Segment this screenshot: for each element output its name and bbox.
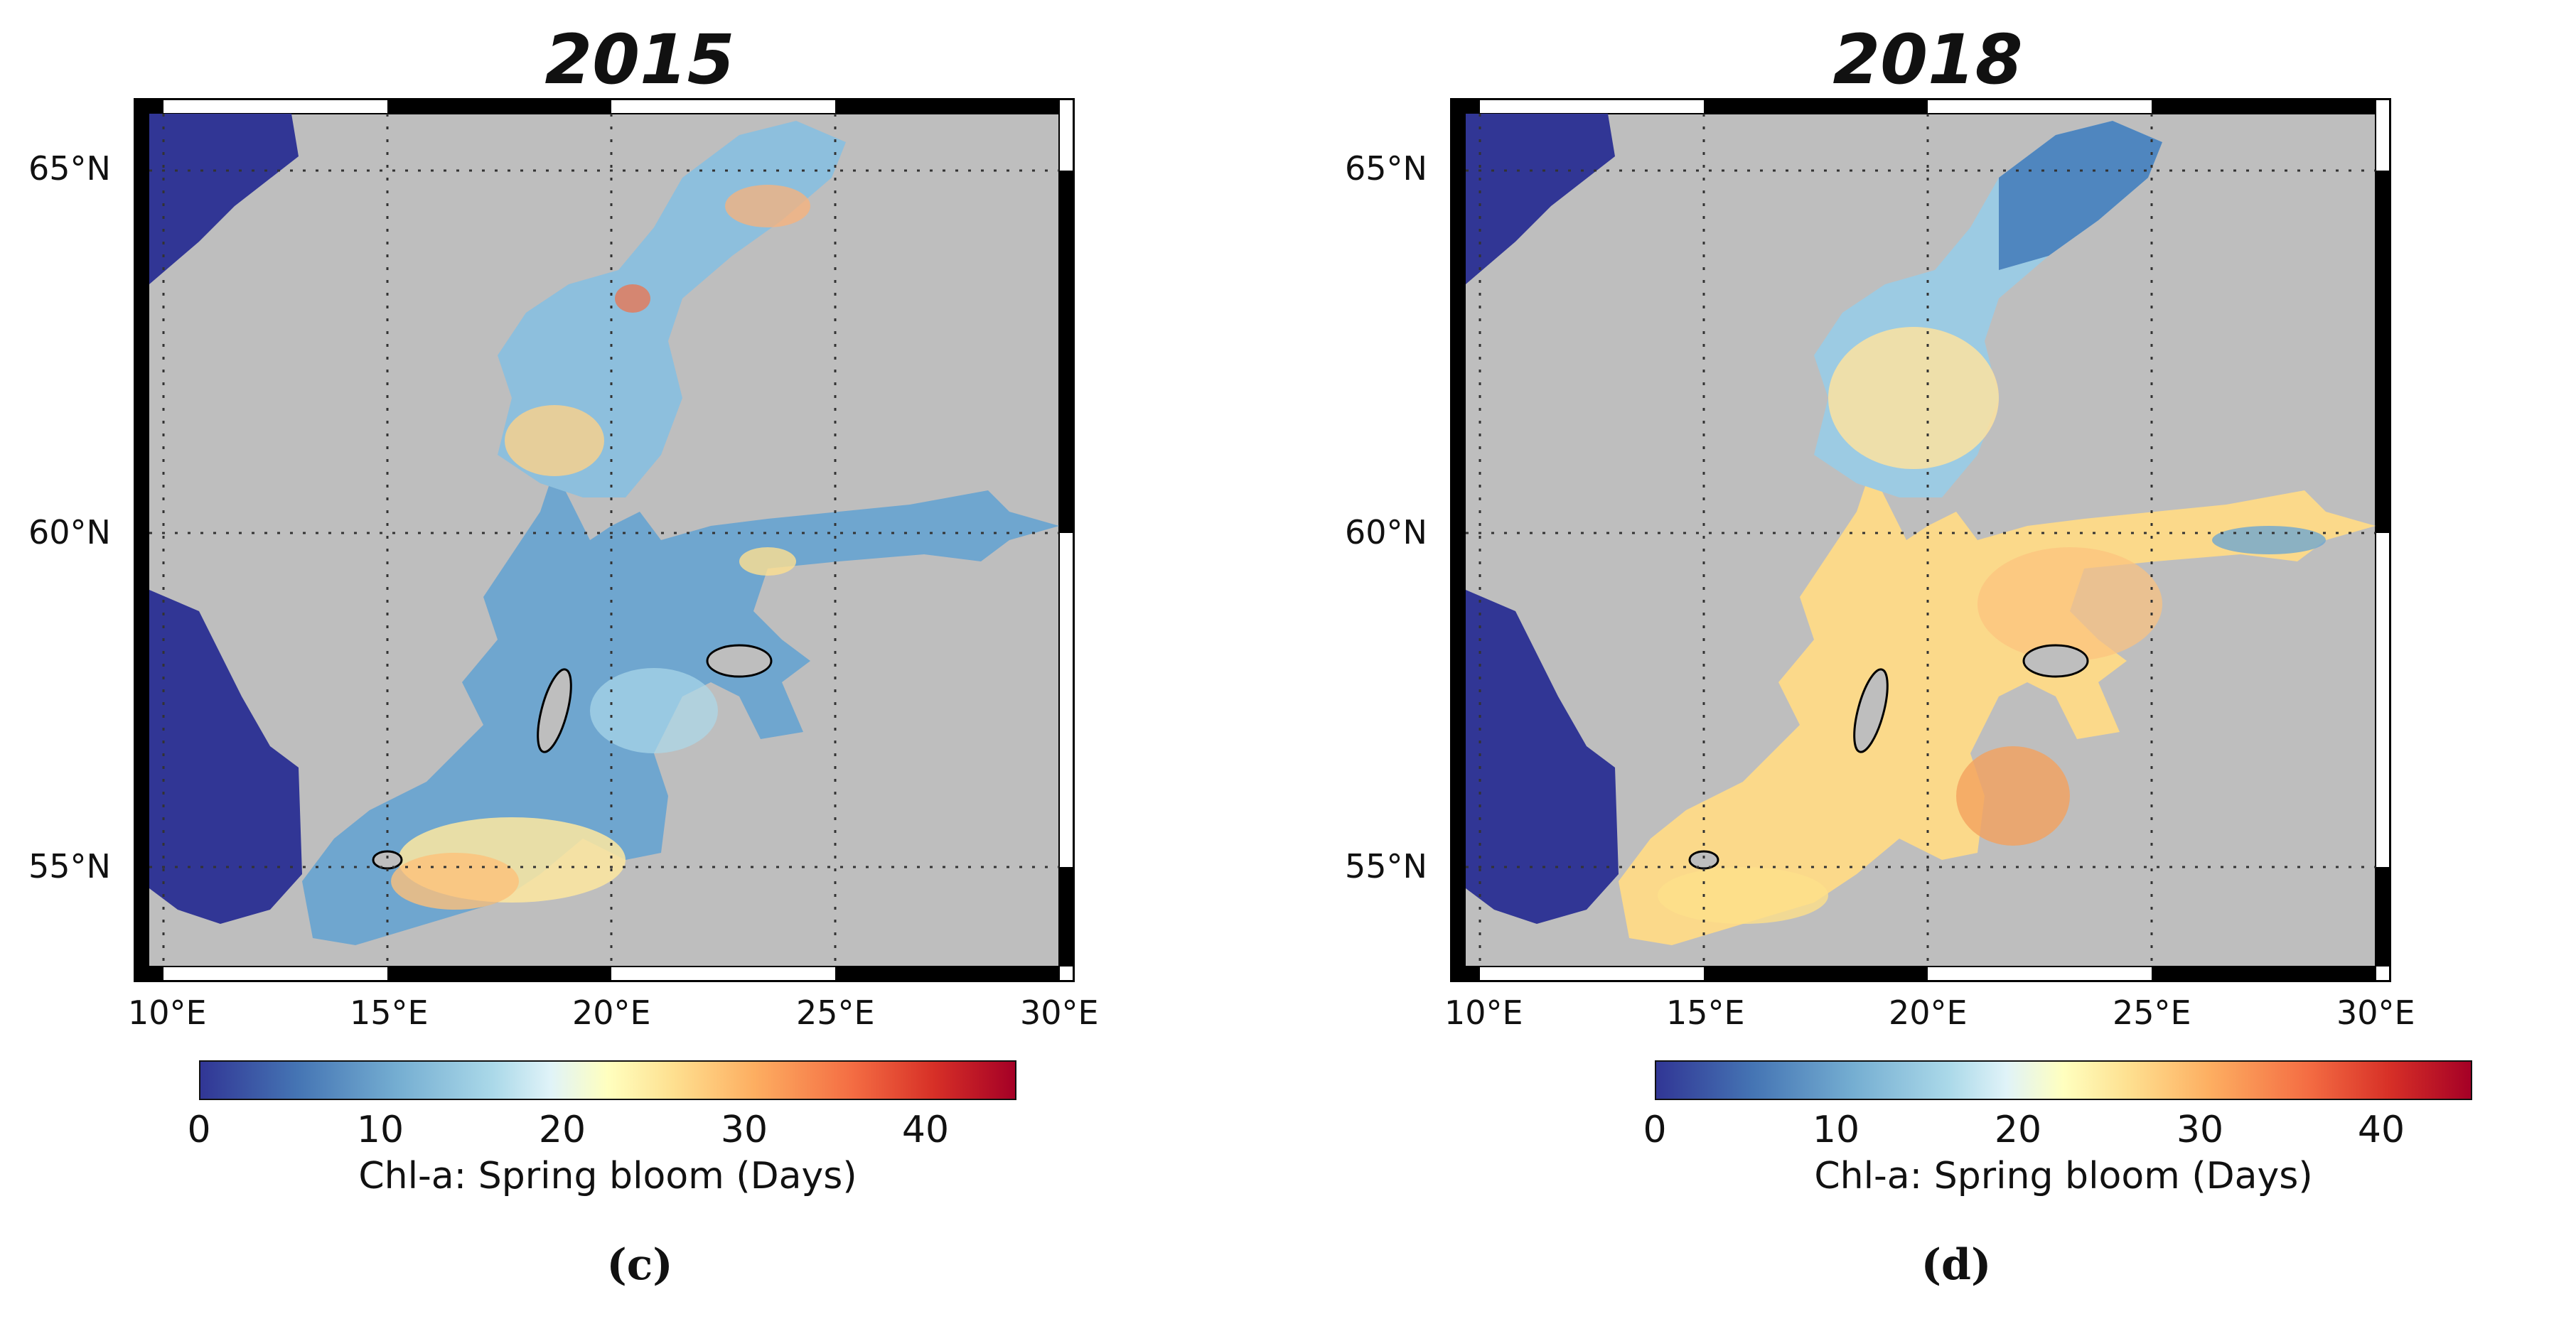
lat-label-60: 60°N [1345, 513, 1427, 551]
colorbar [199, 1060, 1016, 1100]
masked-sea-north [1466, 114, 1615, 284]
panel-2018: 2018 [1288, 0, 2576, 1319]
masked-sea-north [149, 114, 299, 284]
lon-label-30: 30°E [2336, 994, 2415, 1032]
colorbar [1655, 1060, 2472, 1100]
lon-label-10: 10°E [1444, 994, 1523, 1032]
lat-label-60: 60°N [28, 513, 111, 551]
lon-label-20: 20°E [572, 994, 651, 1032]
lon-label-15: 15°E [350, 994, 429, 1032]
panel-2015: 2015 [28, 20, 1099, 1290]
baltic-map-2015 [134, 98, 1075, 982]
colorbar-tick-40: 40 [901, 1109, 950, 1151]
colorbar-label: Chl-a: Spring bloom (Days) [1814, 1155, 2313, 1197]
lon-label-15: 15°E [1666, 994, 1745, 1032]
masked-sea-west [1466, 590, 1619, 924]
lon-label-25: 25°E [2113, 994, 2191, 1032]
colorbar-tick-30: 30 [720, 1109, 768, 1151]
masked-sea-west [149, 590, 302, 924]
colorbar-tick-20: 20 [1994, 1109, 2042, 1151]
lon-label-30: 30°E [1020, 994, 1099, 1032]
lat-label-65: 65°N [1345, 149, 1427, 188]
colorbar-tick-0: 0 [187, 1109, 211, 1151]
lon-label-25: 25°E [796, 994, 875, 1032]
panel-label: (d) [1921, 1240, 1992, 1290]
lat-label-65: 65°N [28, 149, 111, 188]
lat-label-55: 55°N [1345, 847, 1427, 885]
baltic-map-2018 [1450, 98, 2391, 982]
panel-label: (c) [606, 1240, 673, 1290]
lon-label-10: 10°E [128, 994, 207, 1032]
map-title: 2018 [1832, 20, 2023, 99]
map-title: 2015 [544, 20, 735, 99]
colorbar-tick-10: 10 [1812, 1109, 1860, 1151]
lon-label-20: 20°E [1889, 994, 1968, 1032]
colorbar-tick-40: 40 [2357, 1109, 2405, 1151]
baltic-sea-2018 [1619, 469, 2376, 945]
colorbar-tick-0: 0 [1643, 1109, 1667, 1151]
colorbar-label: Chl-a: Spring bloom (Days) [358, 1155, 857, 1197]
colorbar-tick-20: 20 [538, 1109, 586, 1151]
lat-label-55: 55°N [28, 847, 111, 885]
colorbar-tick-10: 10 [356, 1109, 404, 1151]
colorbar-tick-30: 30 [2176, 1109, 2224, 1151]
